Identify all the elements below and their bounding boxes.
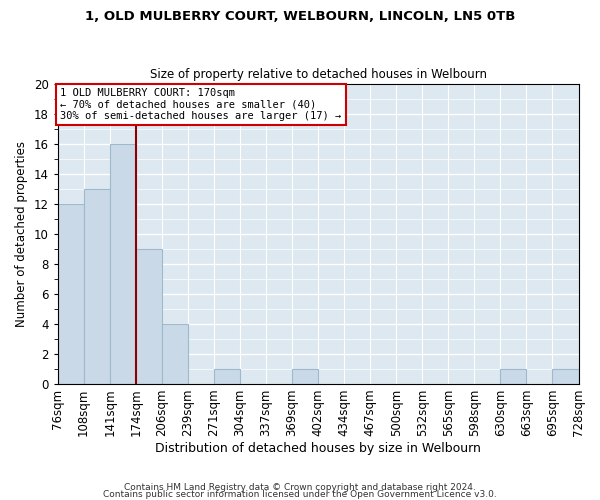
Bar xyxy=(553,369,578,384)
Bar xyxy=(110,144,136,384)
Text: 1, OLD MULBERRY COURT, WELBOURN, LINCOLN, LN5 0TB: 1, OLD MULBERRY COURT, WELBOURN, LINCOLN… xyxy=(85,10,515,23)
X-axis label: Distribution of detached houses by size in Welbourn: Distribution of detached houses by size … xyxy=(155,442,481,455)
Text: Contains HM Land Registry data © Crown copyright and database right 2024.: Contains HM Land Registry data © Crown c… xyxy=(124,484,476,492)
Text: 1 OLD MULBERRY COURT: 170sqm
← 70% of detached houses are smaller (40)
30% of se: 1 OLD MULBERRY COURT: 170sqm ← 70% of de… xyxy=(60,88,341,122)
Title: Size of property relative to detached houses in Welbourn: Size of property relative to detached ho… xyxy=(149,68,487,81)
Bar xyxy=(136,249,162,384)
Bar xyxy=(58,204,83,384)
Bar xyxy=(214,369,240,384)
Text: Contains public sector information licensed under the Open Government Licence v3: Contains public sector information licen… xyxy=(103,490,497,499)
Bar xyxy=(292,369,318,384)
Bar xyxy=(83,188,110,384)
Bar xyxy=(500,369,526,384)
Y-axis label: Number of detached properties: Number of detached properties xyxy=(15,141,28,327)
Bar xyxy=(162,324,188,384)
